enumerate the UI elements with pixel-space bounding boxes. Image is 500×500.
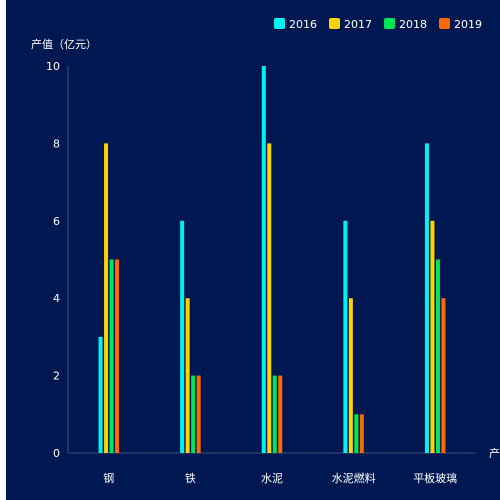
x-axis-title: 产业 bbox=[489, 446, 500, 460]
y-axis-title: 产值（亿元） bbox=[31, 37, 97, 51]
bar-2017-1[interactable] bbox=[185, 298, 190, 453]
bar-2016-1[interactable] bbox=[180, 220, 185, 453]
x-tick-label: 水泥 bbox=[261, 472, 283, 485]
bar-2016-2[interactable] bbox=[261, 66, 266, 453]
y-tick-label: 10 bbox=[46, 60, 60, 73]
y-tick-label: 0 bbox=[53, 447, 60, 460]
legend[interactable]: 2016 2017 2018 2019 bbox=[274, 18, 482, 31]
y-tick-label: 2 bbox=[53, 370, 60, 383]
bar-2017-3[interactable] bbox=[348, 298, 353, 453]
bar-2019-3[interactable] bbox=[359, 414, 364, 453]
bars-group bbox=[98, 66, 446, 454]
bar-2019-2[interactable] bbox=[278, 375, 283, 453]
legend-label: 2018 bbox=[399, 18, 427, 31]
bar-2017-4[interactable] bbox=[430, 220, 435, 453]
x-tick-label: 平板玻璃 bbox=[413, 471, 457, 485]
legend-swatch bbox=[439, 18, 450, 29]
y-tick-labels: 0 2 4 6 8 10 bbox=[46, 60, 60, 460]
bar-2018-4[interactable] bbox=[435, 259, 440, 454]
bar-2017-0[interactable] bbox=[104, 143, 109, 453]
legend-label: 2016 bbox=[289, 18, 317, 31]
legend-swatch bbox=[329, 18, 340, 29]
x-tick-label: 铁 bbox=[185, 472, 196, 485]
bar-2018-2[interactable] bbox=[272, 375, 277, 453]
legend-item-2018[interactable]: 2018 bbox=[384, 18, 427, 31]
bar-2016-4[interactable] bbox=[424, 143, 429, 453]
legend-label: 2019 bbox=[454, 18, 482, 31]
bar-2018-1[interactable] bbox=[191, 375, 196, 453]
bar-2018-0[interactable] bbox=[109, 259, 114, 454]
bar-2016-0[interactable] bbox=[98, 336, 103, 453]
bar-2019-4[interactable] bbox=[441, 298, 446, 453]
axes-group bbox=[67, 66, 476, 454]
y-tick-label: 6 bbox=[53, 215, 60, 228]
y-tick-label: 8 bbox=[53, 137, 60, 150]
legend-item-2016[interactable]: 2016 bbox=[274, 18, 317, 31]
legend-swatch bbox=[274, 18, 285, 29]
x-tick-labels: 钢 铁 水泥 水泥燃料 平板玻璃 bbox=[103, 471, 457, 485]
y-tick-label: 4 bbox=[53, 292, 60, 305]
legend-item-2017[interactable]: 2017 bbox=[329, 18, 372, 31]
bar-2018-3[interactable] bbox=[354, 414, 359, 453]
legend-swatch bbox=[384, 18, 395, 29]
bar-2019-0[interactable] bbox=[115, 259, 120, 454]
bar-2016-3[interactable] bbox=[343, 220, 348, 453]
x-tick-label: 钢 bbox=[103, 472, 114, 485]
legend-item-2019[interactable]: 2019 bbox=[439, 18, 482, 31]
x-tick-label: 水泥燃料 bbox=[332, 471, 376, 485]
bar-2019-1[interactable] bbox=[196, 375, 201, 453]
legend-label: 2017 bbox=[344, 18, 372, 31]
bar-2017-2[interactable] bbox=[267, 143, 272, 453]
